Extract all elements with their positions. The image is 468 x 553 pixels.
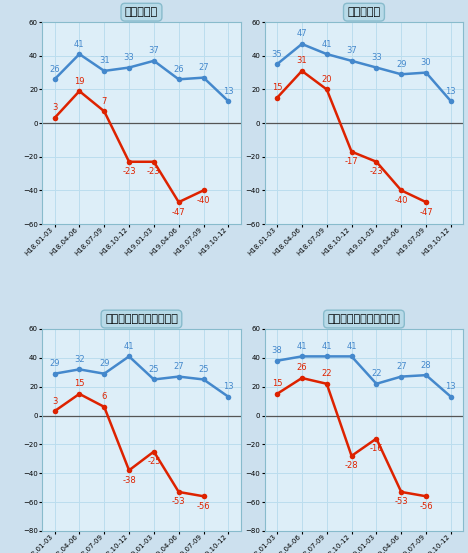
Text: 25: 25 — [198, 365, 209, 374]
Title: 総受注戸数: 総受注戸数 — [125, 7, 158, 17]
Text: 41: 41 — [297, 342, 307, 351]
Text: 32: 32 — [74, 355, 85, 364]
Title: 戸建て注文住宅受注戸数: 戸建て注文住宅受注戸数 — [105, 314, 178, 324]
Text: -40: -40 — [197, 196, 210, 205]
Text: -53: -53 — [172, 498, 185, 507]
Text: 29: 29 — [99, 359, 110, 368]
Text: -17: -17 — [345, 157, 358, 166]
Text: 13: 13 — [446, 382, 456, 391]
Text: 3: 3 — [52, 397, 57, 406]
Text: 26: 26 — [49, 65, 60, 74]
Text: -23: -23 — [370, 168, 383, 176]
Text: 13: 13 — [446, 87, 456, 96]
Text: 27: 27 — [198, 63, 209, 72]
Text: 15: 15 — [272, 379, 282, 388]
Text: 30: 30 — [421, 58, 431, 67]
Text: -47: -47 — [172, 208, 185, 217]
Text: -23: -23 — [122, 168, 136, 176]
Text: 20: 20 — [322, 75, 332, 84]
Text: 22: 22 — [322, 369, 332, 378]
Text: -56: -56 — [419, 502, 433, 511]
Text: -23: -23 — [147, 168, 161, 176]
Text: 27: 27 — [174, 362, 184, 371]
Text: 41: 41 — [346, 342, 357, 351]
Text: 22: 22 — [371, 369, 381, 378]
Text: 38: 38 — [272, 346, 282, 355]
Text: 29: 29 — [396, 60, 407, 69]
Text: -53: -53 — [395, 498, 408, 507]
Text: 13: 13 — [223, 382, 234, 391]
Text: 41: 41 — [74, 39, 85, 49]
Title: 総受注金額: 総受注金額 — [347, 7, 380, 17]
Text: -16: -16 — [370, 444, 383, 453]
Text: 41: 41 — [322, 39, 332, 49]
Text: 37: 37 — [346, 46, 357, 55]
Title: 戸建て注文住宅受注金額: 戸建て注文住宅受注金額 — [328, 314, 401, 324]
Text: 31: 31 — [99, 56, 110, 65]
Text: 31: 31 — [297, 56, 307, 65]
Text: 7: 7 — [102, 97, 107, 106]
Text: 41: 41 — [322, 342, 332, 351]
Text: -38: -38 — [122, 476, 136, 485]
Text: 41: 41 — [124, 342, 134, 351]
Text: 27: 27 — [396, 362, 407, 371]
Text: 13: 13 — [223, 87, 234, 96]
Text: 28: 28 — [421, 361, 431, 369]
Text: -40: -40 — [395, 196, 408, 205]
Text: 6: 6 — [102, 392, 107, 401]
Text: 19: 19 — [74, 76, 85, 86]
Text: -56: -56 — [197, 502, 210, 511]
Text: 35: 35 — [272, 50, 282, 59]
Text: 26: 26 — [174, 65, 184, 74]
Text: -25: -25 — [147, 457, 161, 466]
Text: 25: 25 — [149, 365, 159, 374]
Text: 15: 15 — [272, 84, 282, 92]
Text: 15: 15 — [74, 379, 85, 388]
Text: -47: -47 — [419, 208, 433, 217]
Text: 37: 37 — [148, 46, 159, 55]
Text: 29: 29 — [49, 359, 60, 368]
Text: -28: -28 — [345, 461, 358, 471]
Text: 33: 33 — [371, 53, 382, 62]
Text: 3: 3 — [52, 103, 57, 112]
Text: 26: 26 — [297, 363, 307, 373]
Text: 33: 33 — [124, 53, 134, 62]
Text: 47: 47 — [297, 29, 307, 39]
